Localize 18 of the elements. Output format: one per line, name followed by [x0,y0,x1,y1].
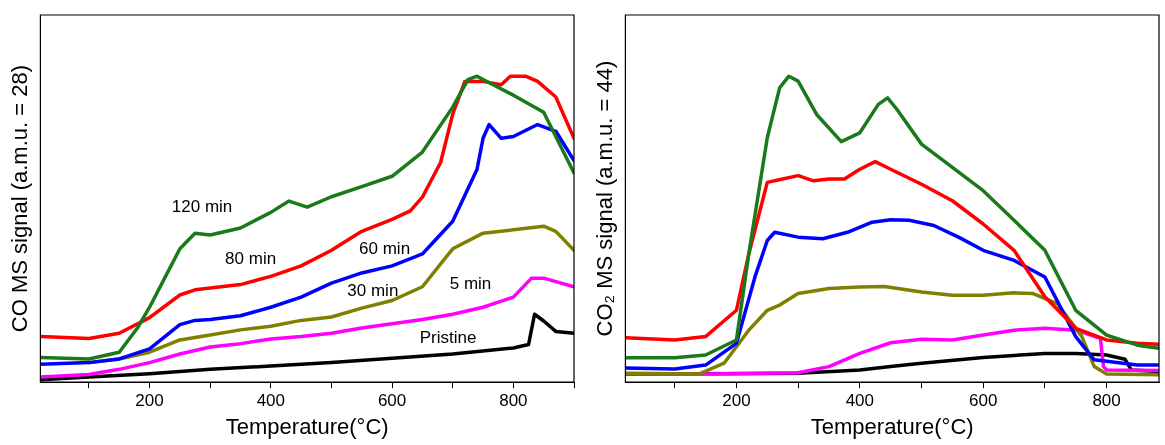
series-label: Pristine [419,328,477,348]
series-label: 60 min [359,239,411,259]
x-tick-label: 800 [499,391,528,411]
x-tick-label: 400 [256,391,286,411]
series-label: 80 min [225,248,277,268]
x-tick-label: 600 [969,391,998,411]
x-tick-label: 400 [845,391,874,411]
x-tick-label: 200 [135,391,164,411]
x-tick-label: 600 [377,391,407,411]
y-axis-title: CO MS signal (a.m.u. = 28) [7,65,33,333]
x-tick-label: 800 [1092,391,1121,411]
series-label: 5 min [449,273,492,293]
series-label: 30 min [347,281,399,301]
x-tick-label: 200 [722,391,751,411]
series-label: 120 min [171,196,233,216]
x-axis-title: Temperature(°C) [810,413,974,439]
y-axis-title: CO₂ MS signal (a.m.u. = 44) [592,60,618,337]
x-axis-title: Temperature(°C) [225,413,389,439]
